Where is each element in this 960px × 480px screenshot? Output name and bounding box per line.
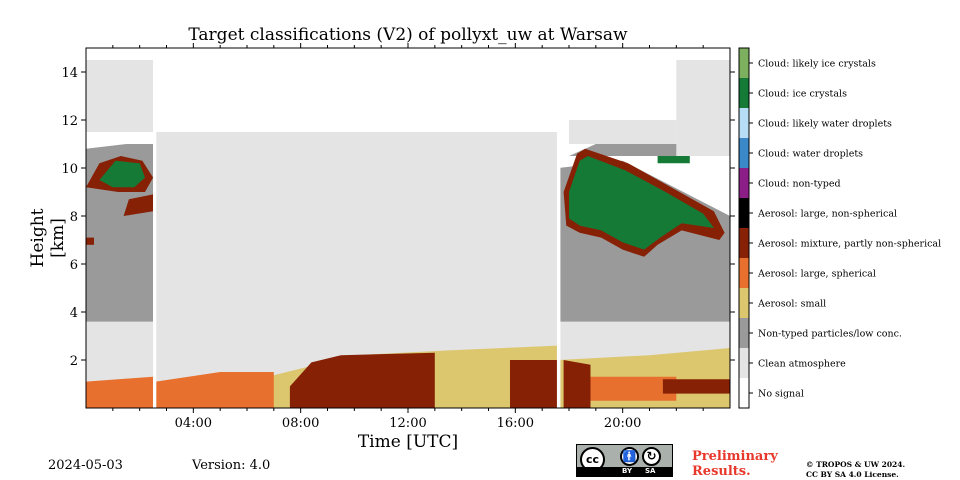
region-16 — [510, 360, 559, 408]
y-axis: 2 4 6 8 10 12 14 — [61, 66, 735, 369]
class-colorbar: No signal Clean atmosphere Non-typed parti… — [738, 47, 941, 409]
x-axis: 04:00 08:00 12:00 16:00 20:00 — [112, 43, 704, 431]
y-tick-label: 10 — [61, 162, 78, 177]
preliminary-results-note: Preliminary Results. — [692, 449, 778, 479]
cc-label-bar — [577, 467, 672, 476]
colorbar-label: Cloud: likely water droplets — [758, 119, 892, 130]
region-6 — [155, 132, 559, 324]
colorbar-swatch — [739, 348, 749, 378]
x-axis-label: Time [UTC] — [357, 432, 459, 452]
x-tick-label: 04:00 — [175, 416, 212, 431]
colorbar-swatch — [739, 378, 749, 408]
copyright-note: © TROPOS & UW 2024. CC BY SA 4.0 License… — [806, 460, 905, 480]
y-axis-label: Height [km] — [28, 208, 68, 268]
colorbar-frame — [738, 47, 750, 409]
data-gaps — [153, 48, 561, 408]
chart-title: Target classifications (V2) of pollyxt_u… — [188, 25, 628, 45]
attribution-person-icon: 🚹 — [620, 447, 639, 466]
region-18 — [662, 379, 730, 394]
region-17 — [563, 360, 591, 408]
x-tick-label: 20:00 — [604, 416, 641, 431]
y-tick-label: 2 — [70, 354, 78, 369]
colorbar-label: Clean atmosphere — [758, 359, 846, 370]
colorbar-swatch — [739, 78, 749, 108]
date-label: 2024-05-03 — [48, 458, 123, 473]
region-23 — [569, 156, 714, 250]
gap-0 — [153, 48, 157, 408]
colorbar-swatch — [739, 258, 749, 288]
y-tick-label: 12 — [61, 114, 78, 129]
region-13 — [155, 372, 274, 408]
region-24 — [99, 160, 145, 188]
region-15 — [289, 352, 435, 408]
share-alike-icon: ↻ — [642, 447, 661, 466]
colorbar-swatch — [739, 168, 749, 198]
colorbar-swatch — [739, 138, 749, 168]
y-tick-label: 6 — [70, 258, 78, 273]
region-9 — [676, 60, 730, 156]
cc-by-label: BY — [622, 467, 633, 475]
y-tick-label: 14 — [61, 66, 78, 81]
x-tick-label: 12:00 — [389, 416, 426, 431]
colorbar-label: Aerosol: large, non-spherical — [757, 209, 897, 220]
region-25 — [657, 156, 690, 164]
x-tick-label: 08:00 — [282, 416, 319, 431]
colorbar-label: Cloud: non-typed — [758, 179, 841, 190]
colorbar-swatch — [739, 108, 749, 138]
region-20 — [123, 194, 154, 216]
colorbar-label: Cloud: water droplets — [758, 149, 863, 160]
copyright-line-1: © TROPOS & UW 2024. — [806, 460, 906, 469]
region-7 — [86, 60, 154, 132]
classification-regions — [86, 60, 730, 408]
preliminary-line-2: Results. — [692, 464, 751, 479]
region-12 — [86, 376, 154, 408]
region-14 — [582, 376, 677, 401]
colorbar-swatch — [739, 318, 749, 348]
colorbar-label: Cloud: likely ice crystals — [758, 59, 876, 70]
version-label: Version: 4.0 — [192, 458, 271, 473]
colorbar-label: Cloud: ice crystals — [758, 89, 847, 100]
cc-sa-label: SA — [645, 467, 656, 475]
colorbar-label: No signal — [758, 389, 804, 400]
x-tick-label: 16:00 — [497, 416, 534, 431]
colorbar-swatch — [739, 228, 749, 258]
colorbar-label: Non-typed particles/low conc. — [758, 329, 902, 340]
y-tick-label: 4 — [70, 306, 78, 321]
colorbar-label: Aerosol: small — [757, 299, 826, 310]
colorbar-swatch — [739, 198, 749, 228]
region-21 — [86, 237, 94, 245]
cc-license-badge: cc 🚹 ↻ BY SA — [576, 444, 673, 477]
preliminary-line-1: Preliminary — [692, 449, 778, 464]
copyright-line-2: CC BY SA 4.0 License. — [806, 470, 899, 479]
y-tick-label: 8 — [70, 210, 78, 225]
gap-1 — [556, 48, 561, 408]
colorbar-label: Aerosol: large, spherical — [757, 269, 876, 280]
colorbar-label: Aerosol: mixture, partly non-spherical — [757, 239, 941, 250]
colorbar-swatch — [739, 288, 749, 318]
colorbar-swatch — [739, 48, 749, 78]
region-8 — [569, 120, 677, 144]
